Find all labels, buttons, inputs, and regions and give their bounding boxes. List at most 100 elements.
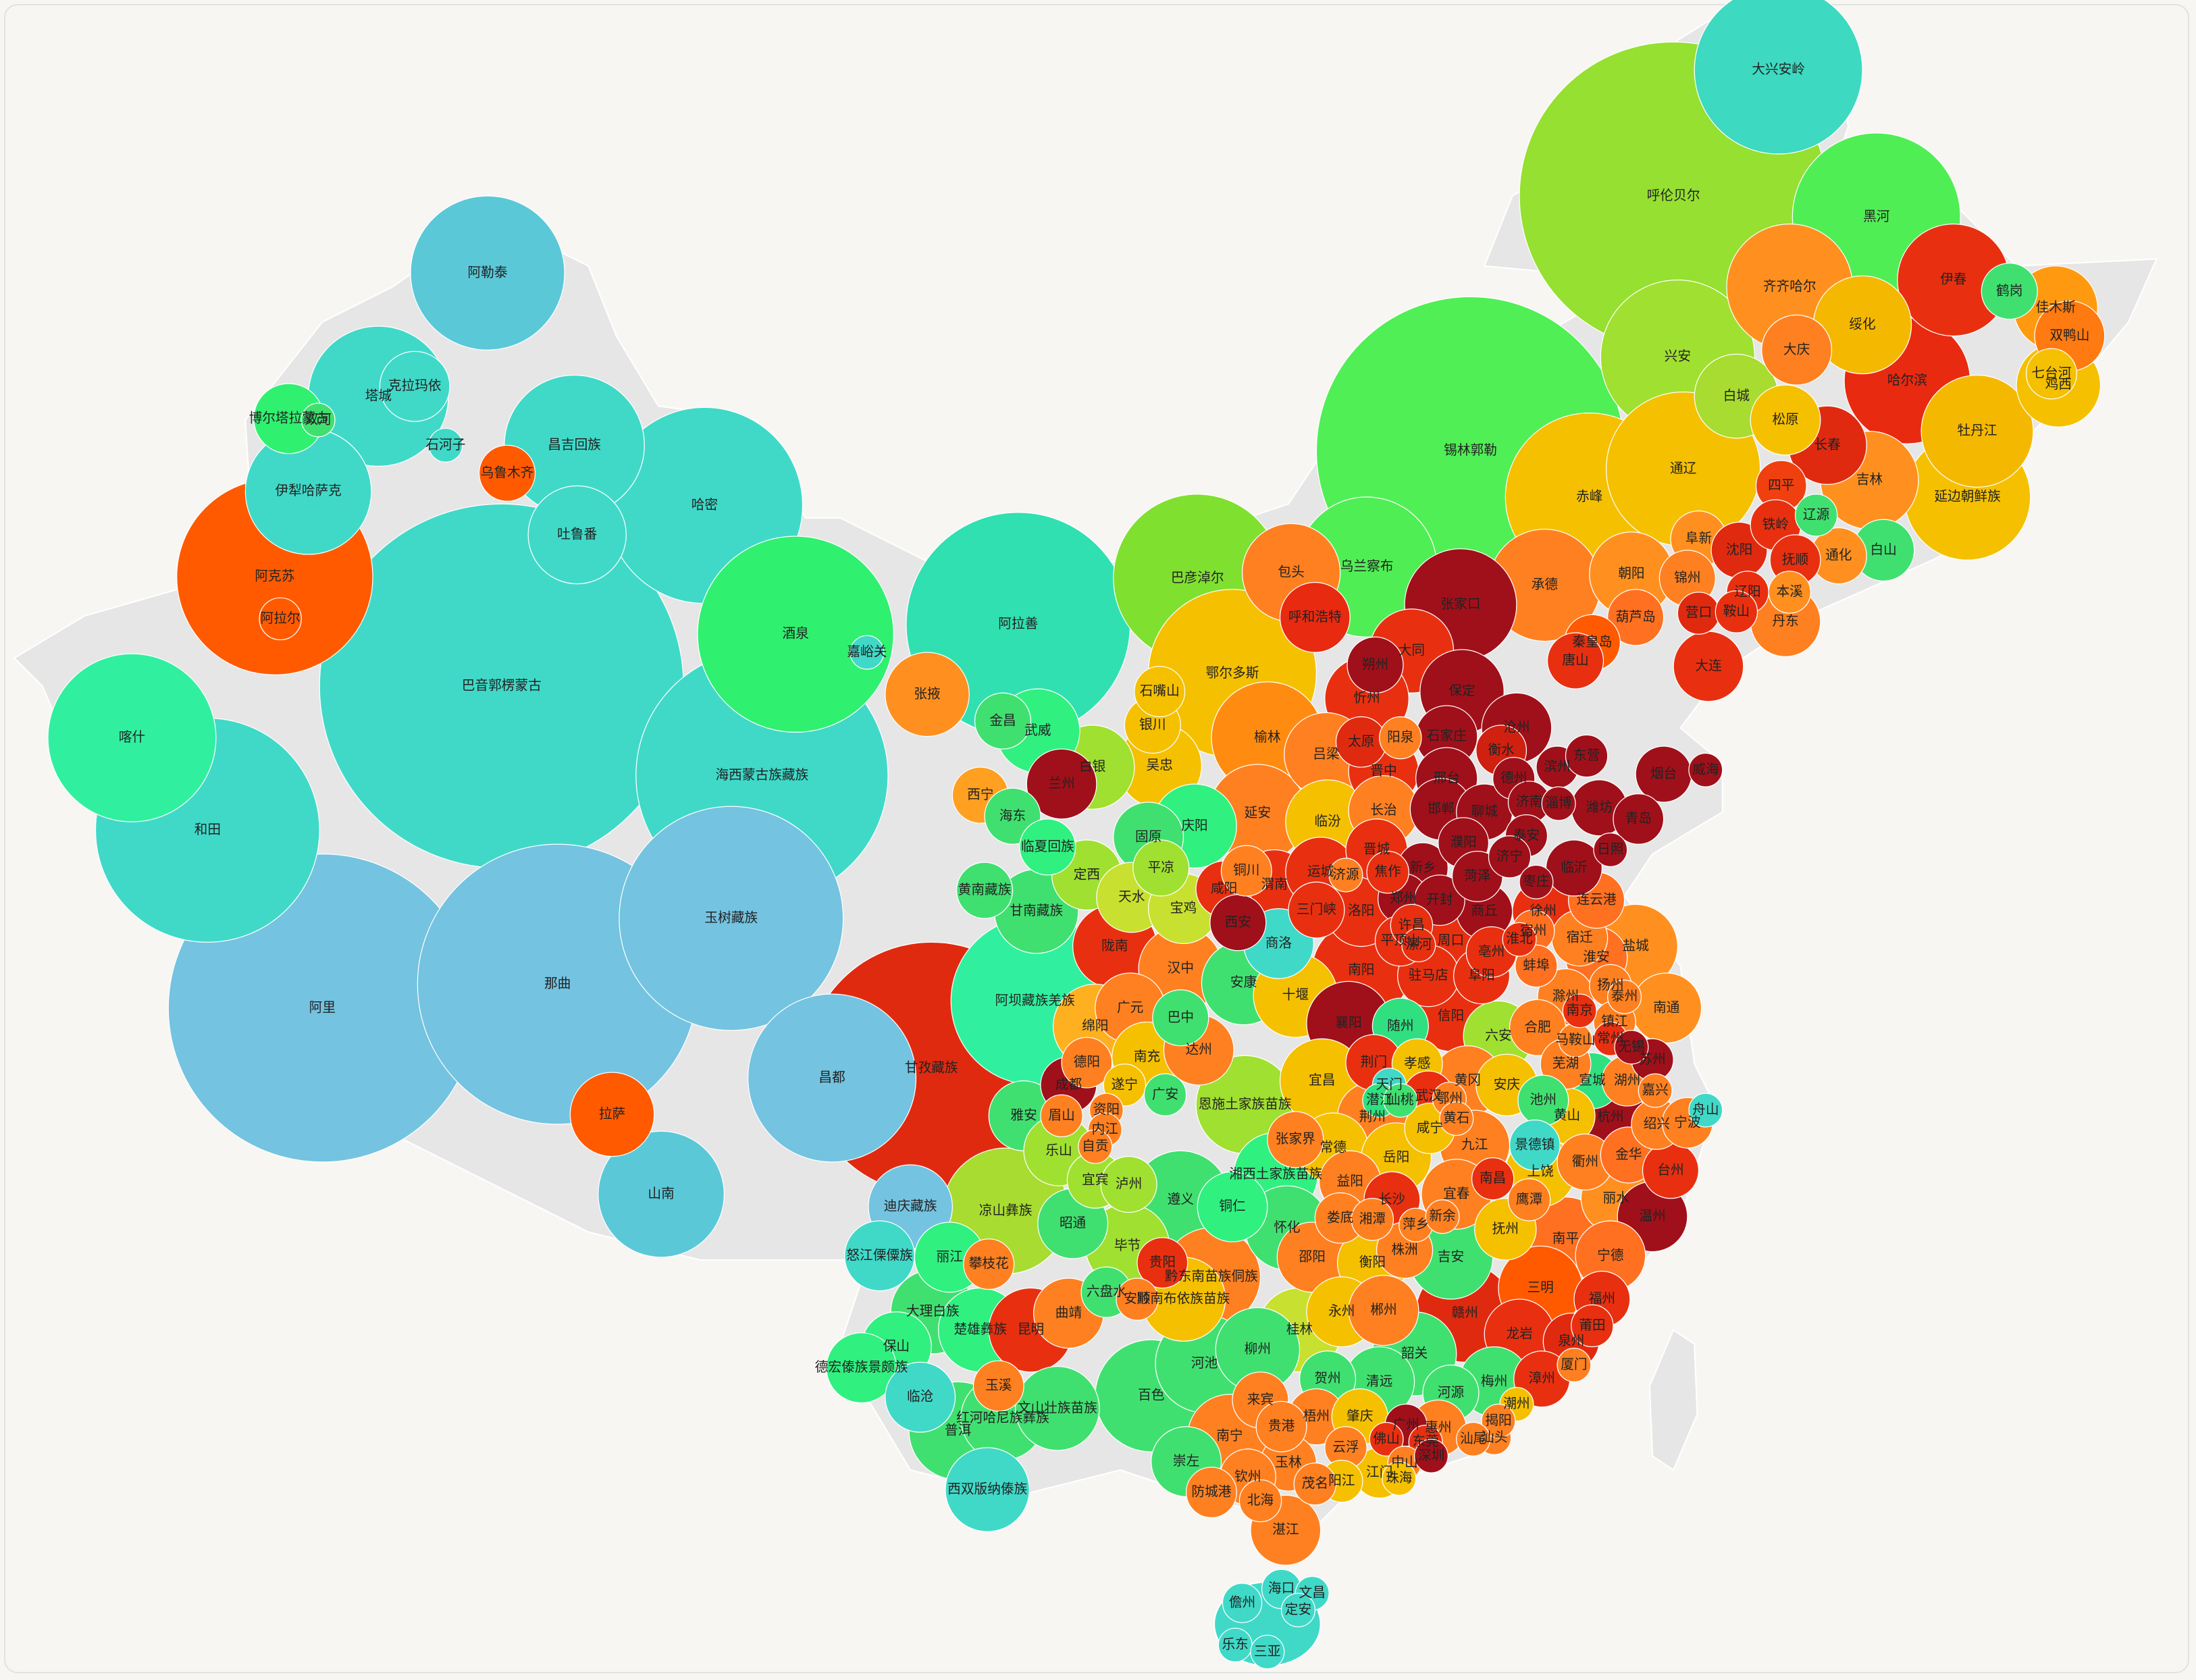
region-label: 临汾 xyxy=(1314,814,1341,829)
region-label: 日照 xyxy=(1597,841,1623,857)
region-label: 福州 xyxy=(1589,1291,1615,1307)
region-label: 陇南 xyxy=(1101,938,1128,953)
region-label: 沧州 xyxy=(1503,720,1530,735)
region-label: 安庆 xyxy=(1494,1076,1520,1092)
region-label: 濮阳 xyxy=(1450,835,1476,850)
region-layer xyxy=(47,0,2106,1670)
region-label: 柳州 xyxy=(1245,1341,1271,1357)
region-label: 德州 xyxy=(1500,770,1527,785)
region xyxy=(974,692,1032,750)
region-label: 太原 xyxy=(1348,733,1374,749)
region-label: 钦州 xyxy=(1234,1469,1261,1484)
region-label: 昌都 xyxy=(818,1070,845,1085)
region-label: 韶关 xyxy=(1401,1345,1428,1361)
region xyxy=(1185,1467,1237,1519)
region-label: 双鸭山 xyxy=(2049,327,2089,343)
region-label: 淮安 xyxy=(1583,949,1609,965)
region-label: 武威 xyxy=(1024,723,1051,738)
region-label: 辽源 xyxy=(1803,506,1830,522)
region-label: 惠州 xyxy=(1425,1419,1451,1435)
region-label: 喀什 xyxy=(119,729,145,745)
region-label: 宜春 xyxy=(1443,1186,1469,1201)
region-label: 巴中 xyxy=(1168,1009,1194,1025)
region-label: 抚顺 xyxy=(1782,552,1808,567)
region-label: 那曲 xyxy=(544,976,571,991)
region-label: 云浮 xyxy=(1332,1439,1359,1454)
region xyxy=(1136,1237,1188,1289)
region-label: 许昌 xyxy=(1398,917,1425,933)
region-label: 茂名 xyxy=(1302,1475,1328,1491)
region-label: 湘潭 xyxy=(1359,1211,1386,1226)
region-label: 漯河 xyxy=(1405,937,1432,952)
region-label: 苏州 xyxy=(1639,1051,1665,1067)
region xyxy=(1546,632,1604,689)
region-label: 锦州 xyxy=(1674,570,1700,585)
region-label: 菏泽 xyxy=(1464,868,1490,883)
region xyxy=(1015,1365,1100,1451)
region xyxy=(47,653,217,822)
region-label: 宁德 xyxy=(1597,1247,1623,1263)
region xyxy=(1347,636,1404,693)
region-label: 邢台 xyxy=(1434,770,1460,785)
region-label: 汕尾 xyxy=(1460,1431,1486,1446)
region-label: 西安 xyxy=(1225,914,1251,930)
region-label: 潜江 xyxy=(1366,1092,1392,1107)
region-label: 嘉兴 xyxy=(1642,1082,1668,1098)
region-label: 赤峰 xyxy=(1576,489,1602,504)
region-label: 荆门 xyxy=(1361,1054,1387,1070)
region-label: 南宁 xyxy=(1216,1428,1243,1444)
region-label: 孝感 xyxy=(1404,1055,1430,1071)
region-label: 通化 xyxy=(1825,548,1852,563)
region xyxy=(1794,494,1838,537)
region-label: 海口 xyxy=(1268,1581,1295,1596)
region-label: 巴音郭楞蒙古 xyxy=(462,677,542,693)
region-label: 石河子 xyxy=(425,437,465,452)
region-label: 成都 xyxy=(1055,1076,1082,1092)
region xyxy=(1383,1083,1418,1118)
region-label: 仙桃 xyxy=(1387,1092,1414,1107)
region-label: 德宏傣族景颇族 xyxy=(815,1359,908,1375)
region-label: 中山 xyxy=(1391,1454,1417,1470)
region-label: 内江 xyxy=(1092,1122,1118,1137)
region xyxy=(1614,1030,1649,1065)
region-label: 亳州 xyxy=(1478,943,1505,959)
region-label: 珠海 xyxy=(1386,1470,1412,1486)
region xyxy=(1481,1403,1516,1438)
region xyxy=(1425,1199,1460,1234)
region-label: 常州 xyxy=(1597,1030,1623,1046)
region-label: 厦门 xyxy=(1561,1357,1587,1372)
region-label: 文山壮族苗族 xyxy=(1018,1400,1097,1415)
region-label: 广元 xyxy=(1117,999,1143,1015)
region-label: 秦皇岛 xyxy=(1572,634,1612,650)
region xyxy=(619,806,844,1031)
region xyxy=(1761,314,1833,386)
region-label: 枣庄 xyxy=(1523,874,1549,889)
region-label: 无锡 xyxy=(1618,1039,1644,1054)
region-label: 玉树藏族 xyxy=(704,910,758,926)
region-label: 海东 xyxy=(999,808,1026,823)
region xyxy=(598,1130,725,1258)
region xyxy=(1509,1120,1561,1171)
region-label: 泉州 xyxy=(1558,1333,1584,1348)
region xyxy=(379,350,450,422)
region-label: 昌吉回族 xyxy=(548,437,601,452)
region-label: 黔东南苗族侗族 xyxy=(1165,1268,1258,1284)
region-label: 白银 xyxy=(1079,759,1106,775)
region-label: 张家口 xyxy=(1440,596,1480,612)
region-label: 怒江傈僳族 xyxy=(846,1247,913,1263)
region xyxy=(1019,818,1076,876)
region-label: 昭通 xyxy=(1060,1215,1087,1231)
region-label: 楚雄彝族 xyxy=(953,1321,1007,1337)
region-label: 铜川 xyxy=(1233,862,1259,878)
region xyxy=(1401,927,1436,963)
region-label: 和田 xyxy=(194,822,221,837)
region-label: 汕头 xyxy=(1481,1429,1507,1445)
region-label: 赣州 xyxy=(1452,1305,1478,1320)
region-label: 包头 xyxy=(1278,564,1304,579)
region-label: 鄂州 xyxy=(1436,1091,1463,1106)
region-label: 周口 xyxy=(1438,933,1464,948)
region-label: 辽阳 xyxy=(1734,584,1760,600)
region-label: 襄阳 xyxy=(1335,1015,1361,1030)
region-label: 徐州 xyxy=(1530,903,1557,918)
region-label: 曲靖 xyxy=(1055,1305,1082,1320)
